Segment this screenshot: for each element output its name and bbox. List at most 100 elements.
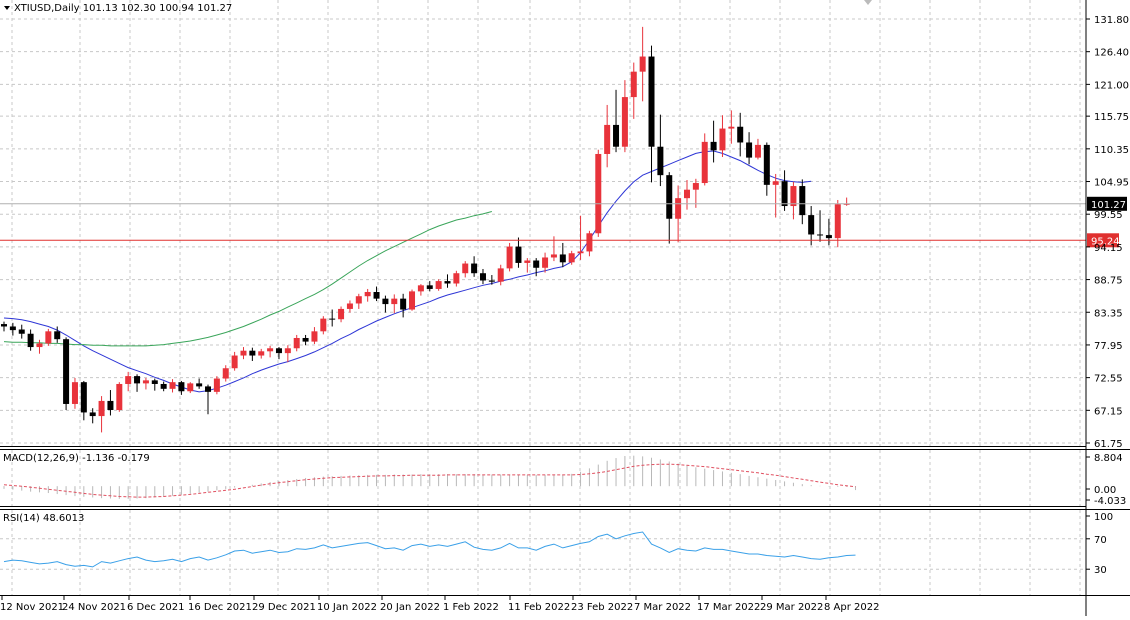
candle[interactable]: [267, 345, 274, 358]
candle[interactable]: [453, 270, 460, 287]
candle[interactable]: [27, 329, 34, 351]
candle[interactable]: [799, 179, 806, 225]
candle[interactable]: [630, 62, 637, 119]
candle[interactable]: [568, 250, 575, 265]
candle[interactable]: [409, 289, 416, 311]
candle[interactable]: [781, 170, 788, 211]
candle[interactable]: [107, 390, 114, 416]
candle[interactable]: [808, 206, 815, 246]
candle[interactable]: [382, 295, 389, 313]
candle[interactable]: [542, 252, 549, 273]
candle[interactable]: [648, 45, 655, 183]
candle[interactable]: [772, 173, 779, 218]
candle[interactable]: [134, 374, 141, 392]
candle[interactable]: [373, 286, 380, 302]
candle[interactable]: [559, 242, 566, 268]
candle[interactable]: [825, 218, 832, 246]
candle[interactable]: [63, 337, 70, 411]
candle[interactable]: [675, 185, 682, 243]
candle[interactable]: [683, 180, 690, 210]
candle[interactable]: [222, 365, 229, 382]
candle[interactable]: [763, 142, 770, 196]
candle[interactable]: [746, 132, 753, 165]
candle[interactable]: [320, 316, 327, 335]
candle[interactable]: [329, 309, 336, 327]
candle[interactable]: [604, 104, 611, 168]
candle[interactable]: [426, 281, 433, 292]
candle[interactable]: [524, 258, 531, 273]
candle[interactable]: [400, 293, 407, 318]
candle-body: [89, 412, 96, 417]
candle[interactable]: [497, 264, 504, 286]
candle[interactable]: [302, 334, 309, 346]
candle[interactable]: [45, 328, 52, 346]
candle[interactable]: [710, 120, 717, 163]
candle[interactable]: [169, 379, 176, 393]
candle[interactable]: [249, 347, 256, 361]
candle[interactable]: [719, 115, 726, 158]
candle[interactable]: [54, 326, 61, 343]
candle[interactable]: [692, 178, 699, 208]
candle[interactable]: [160, 381, 167, 392]
candle[interactable]: [462, 261, 469, 278]
candle[interactable]: [417, 284, 424, 296]
candle[interactable]: [196, 378, 203, 389]
candle[interactable]: [817, 210, 824, 242]
candle[interactable]: [701, 133, 708, 186]
candle[interactable]: [98, 396, 105, 433]
candle[interactable]: [639, 26, 646, 102]
candle[interactable]: [533, 258, 540, 277]
candle[interactable]: [506, 242, 513, 272]
candle[interactable]: [737, 112, 744, 157]
candle[interactable]: [258, 348, 265, 359]
candle[interactable]: [364, 288, 371, 302]
candle[interactable]: [71, 377, 78, 409]
candle[interactable]: [728, 110, 735, 144]
candle[interactable]: [754, 138, 761, 160]
candle[interactable]: [1, 321, 7, 332]
candle[interactable]: [613, 89, 620, 153]
candle[interactable]: [657, 114, 664, 187]
candle[interactable]: [142, 377, 149, 390]
candle[interactable]: [187, 382, 194, 394]
candle[interactable]: [621, 80, 628, 153]
candle[interactable]: [577, 215, 584, 260]
candle[interactable]: [151, 378, 158, 391]
candle[interactable]: [9, 322, 16, 336]
candle[interactable]: [666, 172, 673, 244]
candle[interactable]: [586, 230, 593, 257]
candle[interactable]: [346, 300, 353, 313]
scroll-marker-icon[interactable]: [864, 0, 872, 5]
candle[interactable]: [834, 199, 841, 248]
candle[interactable]: [116, 382, 123, 412]
candle[interactable]: [790, 181, 797, 220]
candle[interactable]: [213, 376, 220, 395]
candle[interactable]: [355, 293, 362, 309]
candle[interactable]: [338, 306, 345, 323]
candle[interactable]: [843, 197, 850, 206]
candle[interactable]: [515, 237, 522, 268]
candle[interactable]: [18, 324, 25, 339]
candle[interactable]: [293, 334, 300, 352]
candle[interactable]: [444, 274, 451, 288]
candle[interactable]: [125, 371, 132, 392]
candle-body: [479, 273, 486, 281]
candle[interactable]: [471, 256, 478, 277]
candle[interactable]: [89, 408, 96, 424]
collapse-arrow-icon[interactable]: [4, 6, 10, 10]
candle[interactable]: [80, 380, 87, 421]
candle[interactable]: [36, 339, 43, 354]
candle[interactable]: [240, 347, 247, 360]
candle[interactable]: [311, 327, 318, 345]
candle[interactable]: [231, 351, 238, 371]
candle[interactable]: [488, 275, 495, 285]
candle[interactable]: [205, 384, 212, 415]
candle[interactable]: [595, 149, 602, 237]
candle[interactable]: [435, 279, 442, 291]
candle[interactable]: [178, 380, 185, 395]
candle[interactable]: [275, 347, 282, 360]
candle[interactable]: [284, 345, 291, 363]
candle[interactable]: [479, 268, 486, 285]
candle[interactable]: [391, 294, 398, 314]
